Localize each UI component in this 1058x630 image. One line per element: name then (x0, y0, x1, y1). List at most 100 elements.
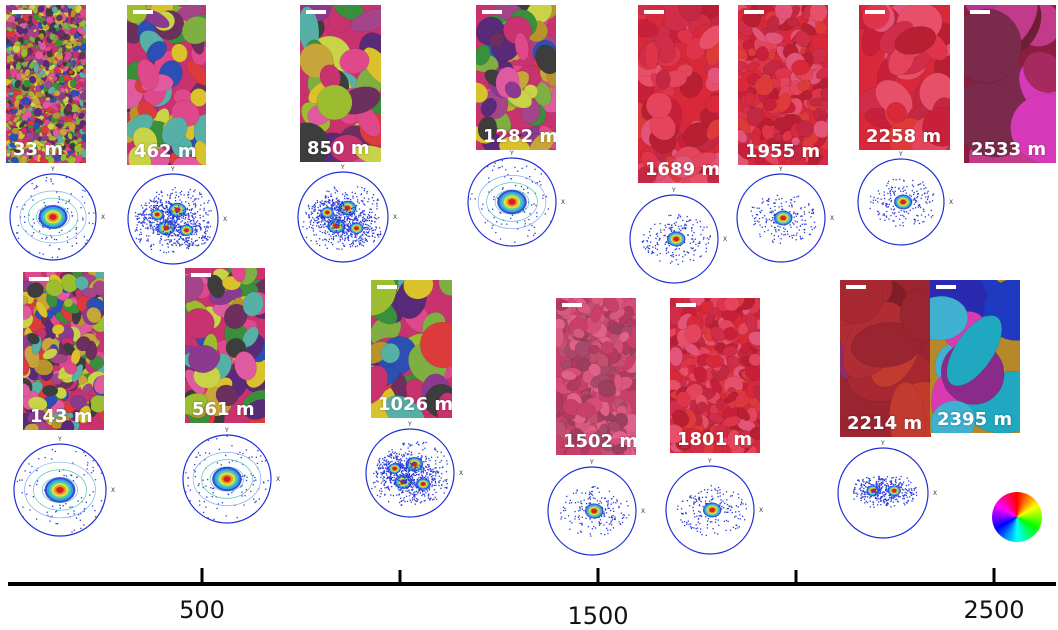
pole-y-label: Y (778, 166, 783, 173)
grain-map-image (127, 5, 206, 165)
depth-label: 143 m (30, 406, 93, 427)
pole-x-label: X (949, 199, 953, 206)
pole-y-label: Y (57, 436, 62, 443)
scale-bar (846, 285, 866, 289)
grain-map-1801m: 1801 m (670, 298, 760, 453)
grain-map-image (6, 5, 86, 163)
grain-map-2214m: 2214 m (840, 280, 931, 437)
grain-map-image (638, 5, 719, 183)
grain-map-1502m: 1502 m (556, 298, 636, 455)
pole-figure-plot: YX (467, 150, 565, 247)
pole-figure-plot: YX (665, 458, 763, 555)
pole-y-label: Y (50, 166, 55, 173)
pole-y-label: Y (589, 459, 594, 466)
pole-y-label: Y (707, 458, 712, 465)
grain-map-1026m: 1026 m (371, 280, 452, 418)
depth-label: 1282 m (483, 126, 556, 147)
grain-map-1955m: 1955 m (738, 5, 828, 165)
pole-figure-plot: YX (9, 166, 105, 261)
depth-label: 1502 m (563, 431, 636, 452)
grain-map-image (556, 298, 636, 455)
scale-bar (562, 303, 582, 307)
pole-y-label: Y (340, 164, 345, 171)
pole-figure-plot: YX (837, 440, 937, 539)
pole-x-label: X (101, 214, 105, 221)
depth-label: 2258 m (866, 126, 942, 147)
pole-figure-plot: YX (629, 187, 727, 284)
grain-map-image (964, 5, 1056, 163)
pole-y-label: Y (170, 166, 175, 173)
pole-x-label: X (933, 490, 937, 497)
scale-bar (29, 277, 49, 281)
depth-label: 561 m (192, 399, 255, 420)
pole-x-label: X (223, 216, 227, 223)
scale-bar (133, 10, 153, 14)
scale-bar (644, 10, 664, 14)
grain-map-image (476, 5, 556, 150)
scale-bar (482, 10, 502, 14)
pole-x-label: X (561, 199, 565, 206)
pole-figure-plot: YX (13, 436, 115, 537)
grain-map-1282m: 1282 m (476, 5, 556, 150)
depth-label: 462 m (134, 141, 197, 162)
depth-label: 1801 m (677, 429, 753, 450)
pole-x-label: X (393, 214, 397, 221)
grain-map-2258m: 2258 m (859, 5, 950, 150)
pole-x-label: X (641, 508, 645, 515)
scale-bar (744, 10, 764, 14)
scale-bar (377, 285, 397, 289)
depth-label: 1026 m (378, 394, 452, 415)
grain-map-image (23, 272, 104, 430)
pole-y-label: Y (509, 150, 514, 157)
grain-map-143m: 143 m (23, 272, 104, 430)
depth-label: 2214 m (847, 413, 923, 434)
depth-label: 2533 m (971, 139, 1047, 160)
grain-map-2533m: 2533 m (964, 5, 1056, 163)
depth-tick-label: 2500 (963, 596, 1025, 624)
grain-map-image (670, 298, 760, 453)
depth-label: 1689 m (645, 159, 719, 180)
scale-bar (865, 10, 885, 14)
grain-map-image (738, 5, 828, 165)
grain-map-image (930, 280, 1020, 433)
orientation-color-wheel (992, 492, 1042, 542)
scale-bar (970, 10, 990, 14)
grain-map-850m: 850 m (300, 5, 381, 162)
depth-tick-label: 500 (179, 596, 225, 624)
pole-y-label: Y (224, 427, 229, 434)
grain-map-33m: 33 m (6, 5, 86, 163)
pole-x-label: X (276, 476, 280, 483)
pole-figure-plot: YX (547, 459, 645, 556)
depth-label: 850 m (307, 138, 370, 159)
pole-figure-plot: YX (736, 166, 834, 263)
scale-bar (12, 10, 32, 14)
pole-figure-plot: YX (297, 164, 397, 263)
scale-bar (306, 10, 326, 14)
scale-bar (676, 303, 696, 307)
pole-figure-plot: YX (857, 151, 953, 246)
grain-map-image (371, 280, 452, 418)
scale-bar (191, 273, 211, 277)
grain-map-1689m: 1689 m (638, 5, 719, 183)
pole-y-label: Y (898, 151, 903, 158)
pole-x-label: X (459, 470, 463, 477)
grain-map-561m: 561 m (185, 268, 265, 423)
grain-map-462m: 462 m (127, 5, 206, 165)
grain-map-image (185, 268, 265, 423)
pole-x-label: X (111, 487, 115, 494)
pole-y-label: Y (671, 187, 676, 194)
pole-figure-plot: YX (182, 427, 280, 524)
pole-y-label: Y (880, 440, 885, 447)
grain-map-image (859, 5, 950, 150)
